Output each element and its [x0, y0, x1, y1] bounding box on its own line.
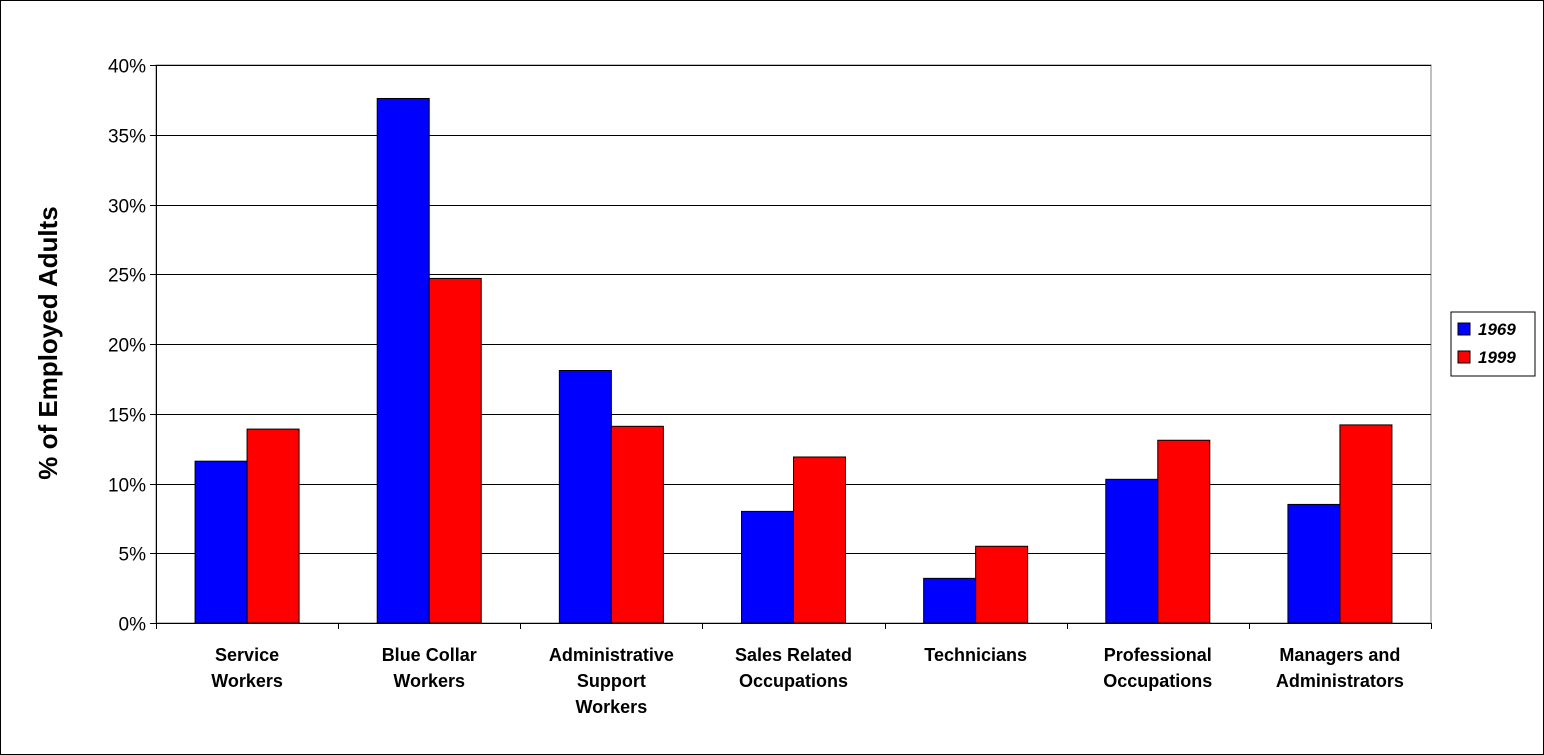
legend-label-1999: 1999: [1478, 348, 1516, 367]
y-tick-label: 5%: [119, 545, 147, 566]
x-tick-label: Administrative Support Workers: [549, 645, 674, 717]
bar-1999: [793, 456, 846, 624]
legend-swatch-1969: [1457, 322, 1471, 336]
x-tick-label: Service Workers: [211, 645, 283, 691]
x-tick-label: Professional Occupations: [1103, 645, 1212, 691]
y-tick-label: 0%: [119, 615, 147, 636]
y-tick-label: 10%: [108, 476, 146, 497]
y-tick-label: 15%: [108, 406, 146, 427]
y-axis-label: % of Employed Adults: [33, 206, 63, 480]
axes: [150, 65, 1432, 629]
bar-1969: [376, 97, 430, 624]
y-tick-label: 20%: [108, 336, 146, 357]
x-tick-labels: Service Workers Blue Collar Workers Administ…: [211, 645, 1404, 717]
bar-1999: [246, 428, 300, 624]
y-tick-label: 25%: [108, 266, 146, 287]
bar-1969: [1105, 478, 1159, 624]
bar-1969: [923, 577, 977, 624]
x-tick-label: Technicians: [924, 645, 1027, 665]
legend-label-1969: 1969: [1478, 320, 1516, 339]
y-tick-label: 35%: [108, 127, 146, 148]
y-tick-label: 40%: [108, 57, 146, 78]
x-tick-label: Sales Related Occupations: [735, 645, 852, 691]
y-tick-label: 30%: [108, 197, 146, 218]
bar-1999: [1157, 439, 1211, 624]
bar-1999: [1339, 424, 1393, 624]
bar-1969: [741, 510, 794, 624]
legend-swatch-1999: [1457, 350, 1471, 364]
x-tick-label: Blue Collar Workers: [382, 645, 477, 691]
y-tick-labels: 0% 5% 10% 15% 20% 25% 30% 35% 40%: [108, 57, 146, 636]
bar-1969: [558, 370, 612, 624]
bars: [194, 97, 1393, 624]
bar-1999: [975, 545, 1029, 624]
x-tick-label: Managers and Administrators: [1276, 645, 1404, 691]
bar-1999: [428, 277, 482, 624]
legend: 1969 1999: [1450, 311, 1536, 377]
bar-1999: [610, 425, 664, 624]
bar-1969: [194, 460, 248, 624]
bar-1969: [1287, 503, 1341, 624]
